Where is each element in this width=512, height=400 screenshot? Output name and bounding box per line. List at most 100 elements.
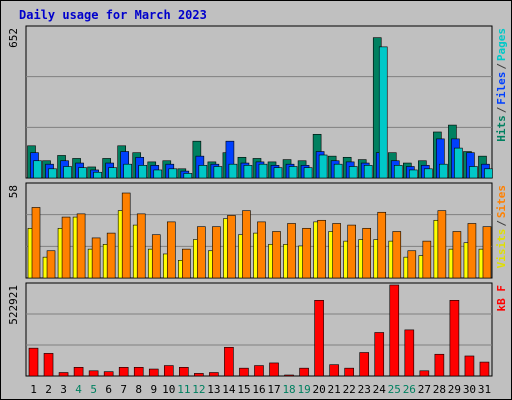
- kbytes-bar: [103, 371, 114, 377]
- kbytes-bar: [58, 372, 69, 377]
- sites-bar: [61, 216, 71, 279]
- sites-bar: [377, 211, 387, 279]
- kbytes-bar: [163, 365, 174, 377]
- kbytes-bar: [479, 361, 490, 377]
- panel-top-frame: [25, 25, 493, 179]
- x-tick-label: 4: [75, 383, 82, 396]
- x-tick-label: 21: [328, 383, 341, 396]
- pages-bar: [258, 163, 268, 179]
- sites-bar: [31, 207, 41, 279]
- kbytes-bar: [314, 300, 324, 377]
- legend-middle-sites: Sites: [495, 185, 508, 218]
- kbytes-bar: [118, 366, 129, 377]
- pages-bar: [288, 166, 298, 179]
- x-tick-label: 19: [297, 383, 310, 396]
- x-tick-label: 20: [313, 383, 326, 396]
- sites-bar: [91, 237, 101, 279]
- sites-bar: [151, 234, 161, 279]
- pages-bar: [454, 147, 463, 179]
- kbytes-bar: [329, 364, 339, 377]
- kbytes-bar: [43, 353, 54, 377]
- sites-bar: [467, 223, 477, 279]
- pages-bar: [63, 166, 72, 179]
- kbytes-bar: [28, 347, 39, 377]
- kbytes-bar: [209, 372, 219, 377]
- sites-bar: [392, 231, 402, 279]
- pages-bar: [153, 169, 163, 179]
- sites-bar: [287, 223, 296, 279]
- sites-bar: [197, 226, 206, 279]
- kbytes-bar: [404, 329, 415, 377]
- kbytes-bar: [239, 367, 249, 377]
- pages-bar: [363, 165, 373, 179]
- panel-bottom-frame: [25, 282, 493, 377]
- pages-bar: [393, 165, 403, 179]
- sites-bar: [106, 232, 116, 279]
- kbytes-bar: [224, 346, 234, 377]
- x-tick-label: 18: [282, 383, 295, 396]
- pages-bar: [123, 163, 132, 179]
- sites-bar: [422, 240, 432, 279]
- pages-bar: [333, 163, 343, 179]
- kbytes-bar: [269, 362, 279, 377]
- x-tick-label: 9: [150, 383, 157, 396]
- x-tick-label: 8: [135, 383, 142, 396]
- pages-bar: [469, 166, 478, 179]
- pages-bar: [243, 165, 253, 179]
- sites-bar: [482, 226, 492, 279]
- pages-bar: [348, 166, 358, 179]
- legend-top-hits: Hits: [495, 115, 508, 142]
- pages-bar: [409, 169, 418, 179]
- sites-bar: [317, 219, 326, 279]
- pages-bar: [213, 166, 223, 179]
- sites-bar: [242, 210, 251, 279]
- pages-bar: [168, 168, 178, 179]
- x-tick-label: 24: [373, 383, 387, 396]
- kbytes-bar: [299, 367, 309, 377]
- sites-bar: [136, 213, 146, 279]
- x-tick-label: 30: [463, 383, 476, 396]
- pages-bar: [273, 167, 283, 179]
- panel-middle-ymax-label: 58: [7, 185, 20, 198]
- x-tick-label: 31: [478, 383, 491, 396]
- sites-bar: [182, 248, 191, 279]
- pages-bar: [93, 171, 102, 179]
- sites-bar: [227, 215, 236, 279]
- x-tick-label: 27: [418, 383, 431, 396]
- pages-bar: [318, 154, 328, 179]
- x-tick-label: 5: [90, 383, 97, 396]
- x-tick-label: 16: [252, 383, 265, 396]
- x-tick-label: 7: [120, 383, 127, 396]
- pages-bar: [439, 163, 448, 179]
- legend-top-separator: /: [495, 106, 508, 113]
- x-tick-label: 17: [267, 383, 280, 396]
- kbytes-bar: [73, 366, 84, 377]
- pages-bar: [48, 168, 57, 179]
- chart-title: Daily usage for March 2023: [19, 8, 207, 22]
- legend-top-separator: /: [495, 63, 508, 70]
- legend-middle-visits: Visits: [495, 229, 508, 269]
- sites-bar: [212, 226, 221, 279]
- x-tick-label: 3: [60, 383, 67, 396]
- x-tick-label: 11: [177, 383, 190, 396]
- kbytes-bar: [133, 366, 144, 377]
- x-tick-label: 23: [358, 383, 371, 396]
- pages-bar: [424, 168, 433, 179]
- pages-bar: [198, 165, 208, 179]
- kbytes-bar: [374, 332, 385, 377]
- sites-bar: [452, 231, 462, 279]
- pages-bar: [108, 167, 117, 179]
- panel-top-ymax-label: 652: [7, 28, 20, 48]
- x-tick-label: 25: [388, 383, 401, 396]
- kbytes-bar: [88, 370, 99, 377]
- kbytes-bar: [419, 370, 430, 377]
- pages-bar: [138, 165, 148, 179]
- kbytes-bar: [434, 353, 445, 377]
- legend-middle-separator: /: [495, 220, 508, 227]
- pages-bar: [183, 173, 193, 179]
- kbytes-bar: [194, 373, 204, 377]
- x-tick-label: 29: [448, 383, 461, 396]
- x-tick-label: 10: [162, 383, 175, 396]
- kbytes-bar: [464, 355, 475, 377]
